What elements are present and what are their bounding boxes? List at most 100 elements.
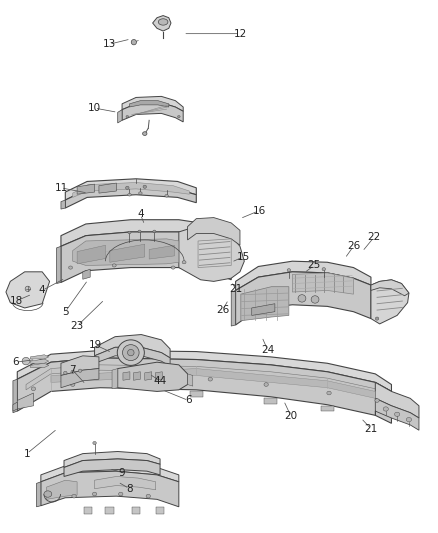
- Polygon shape: [30, 359, 49, 364]
- Polygon shape: [321, 406, 334, 411]
- Ellipse shape: [22, 358, 30, 365]
- Polygon shape: [65, 187, 196, 208]
- Polygon shape: [13, 379, 17, 413]
- Ellipse shape: [143, 132, 147, 135]
- Ellipse shape: [25, 286, 30, 292]
- Ellipse shape: [128, 231, 131, 234]
- Ellipse shape: [264, 383, 268, 386]
- Ellipse shape: [177, 116, 180, 118]
- Polygon shape: [57, 246, 61, 284]
- Text: 5: 5: [62, 306, 69, 317]
- Text: 18: 18: [9, 296, 23, 306]
- Ellipse shape: [327, 391, 331, 395]
- Ellipse shape: [123, 345, 139, 361]
- Polygon shape: [83, 269, 90, 279]
- Ellipse shape: [375, 399, 379, 402]
- Polygon shape: [106, 507, 114, 514]
- Polygon shape: [134, 372, 141, 380]
- Ellipse shape: [383, 407, 389, 411]
- Polygon shape: [61, 232, 231, 282]
- Polygon shape: [17, 351, 392, 391]
- Polygon shape: [122, 96, 183, 111]
- Polygon shape: [190, 391, 203, 397]
- Polygon shape: [84, 507, 92, 514]
- Polygon shape: [155, 372, 162, 380]
- Text: 26: 26: [216, 305, 229, 315]
- Text: 19: 19: [89, 340, 102, 350]
- Ellipse shape: [71, 383, 75, 386]
- Ellipse shape: [126, 186, 129, 189]
- Text: 22: 22: [367, 232, 381, 243]
- Polygon shape: [64, 459, 160, 477]
- Text: 20: 20: [284, 411, 297, 422]
- Polygon shape: [95, 348, 170, 367]
- Ellipse shape: [287, 269, 290, 272]
- Ellipse shape: [298, 295, 306, 302]
- Text: 12: 12: [233, 29, 247, 39]
- Text: 7: 7: [69, 365, 76, 375]
- Polygon shape: [73, 182, 189, 197]
- Ellipse shape: [69, 266, 73, 269]
- Text: 15: 15: [237, 252, 250, 262]
- Polygon shape: [65, 179, 196, 200]
- Polygon shape: [155, 507, 164, 514]
- Text: 4: 4: [39, 286, 46, 295]
- Ellipse shape: [44, 491, 52, 497]
- Text: 23: 23: [71, 321, 84, 331]
- Text: 8: 8: [126, 484, 133, 494]
- Text: 44: 44: [153, 376, 167, 386]
- Polygon shape: [118, 110, 122, 123]
- Ellipse shape: [92, 492, 97, 496]
- Ellipse shape: [395, 412, 400, 416]
- Ellipse shape: [139, 192, 142, 195]
- Polygon shape: [187, 217, 240, 245]
- Polygon shape: [95, 335, 170, 358]
- Polygon shape: [132, 507, 141, 514]
- Polygon shape: [187, 374, 193, 386]
- Text: 1: 1: [24, 449, 30, 458]
- Polygon shape: [375, 398, 419, 430]
- Polygon shape: [30, 364, 49, 368]
- Text: 25: 25: [307, 261, 321, 270]
- Polygon shape: [41, 471, 179, 507]
- Polygon shape: [179, 225, 244, 281]
- Polygon shape: [123, 372, 130, 380]
- Ellipse shape: [131, 39, 137, 45]
- Polygon shape: [236, 261, 371, 290]
- Polygon shape: [95, 477, 155, 490]
- Polygon shape: [130, 101, 169, 107]
- Ellipse shape: [93, 441, 96, 445]
- Polygon shape: [152, 15, 171, 31]
- Ellipse shape: [146, 494, 150, 498]
- Polygon shape: [73, 239, 179, 265]
- Polygon shape: [241, 287, 289, 321]
- Polygon shape: [292, 273, 353, 294]
- Polygon shape: [371, 280, 409, 296]
- Ellipse shape: [128, 193, 131, 196]
- Polygon shape: [122, 103, 183, 122]
- Ellipse shape: [208, 377, 212, 381]
- Polygon shape: [64, 451, 160, 467]
- Text: 21: 21: [229, 284, 242, 294]
- Ellipse shape: [182, 261, 186, 264]
- Polygon shape: [17, 393, 33, 409]
- Ellipse shape: [158, 19, 168, 25]
- Polygon shape: [118, 362, 187, 391]
- Ellipse shape: [127, 379, 132, 383]
- Polygon shape: [61, 200, 65, 209]
- Text: 24: 24: [261, 345, 275, 356]
- Ellipse shape: [153, 230, 156, 233]
- Polygon shape: [371, 280, 409, 324]
- Text: 6: 6: [185, 395, 192, 406]
- Ellipse shape: [375, 317, 379, 320]
- Polygon shape: [61, 368, 99, 387]
- Polygon shape: [112, 368, 118, 389]
- Ellipse shape: [64, 371, 67, 374]
- Ellipse shape: [119, 492, 123, 496]
- Polygon shape: [61, 356, 99, 375]
- Polygon shape: [51, 368, 375, 398]
- Polygon shape: [26, 365, 384, 400]
- Ellipse shape: [171, 266, 175, 269]
- Polygon shape: [252, 304, 275, 316]
- Text: 21: 21: [364, 424, 378, 434]
